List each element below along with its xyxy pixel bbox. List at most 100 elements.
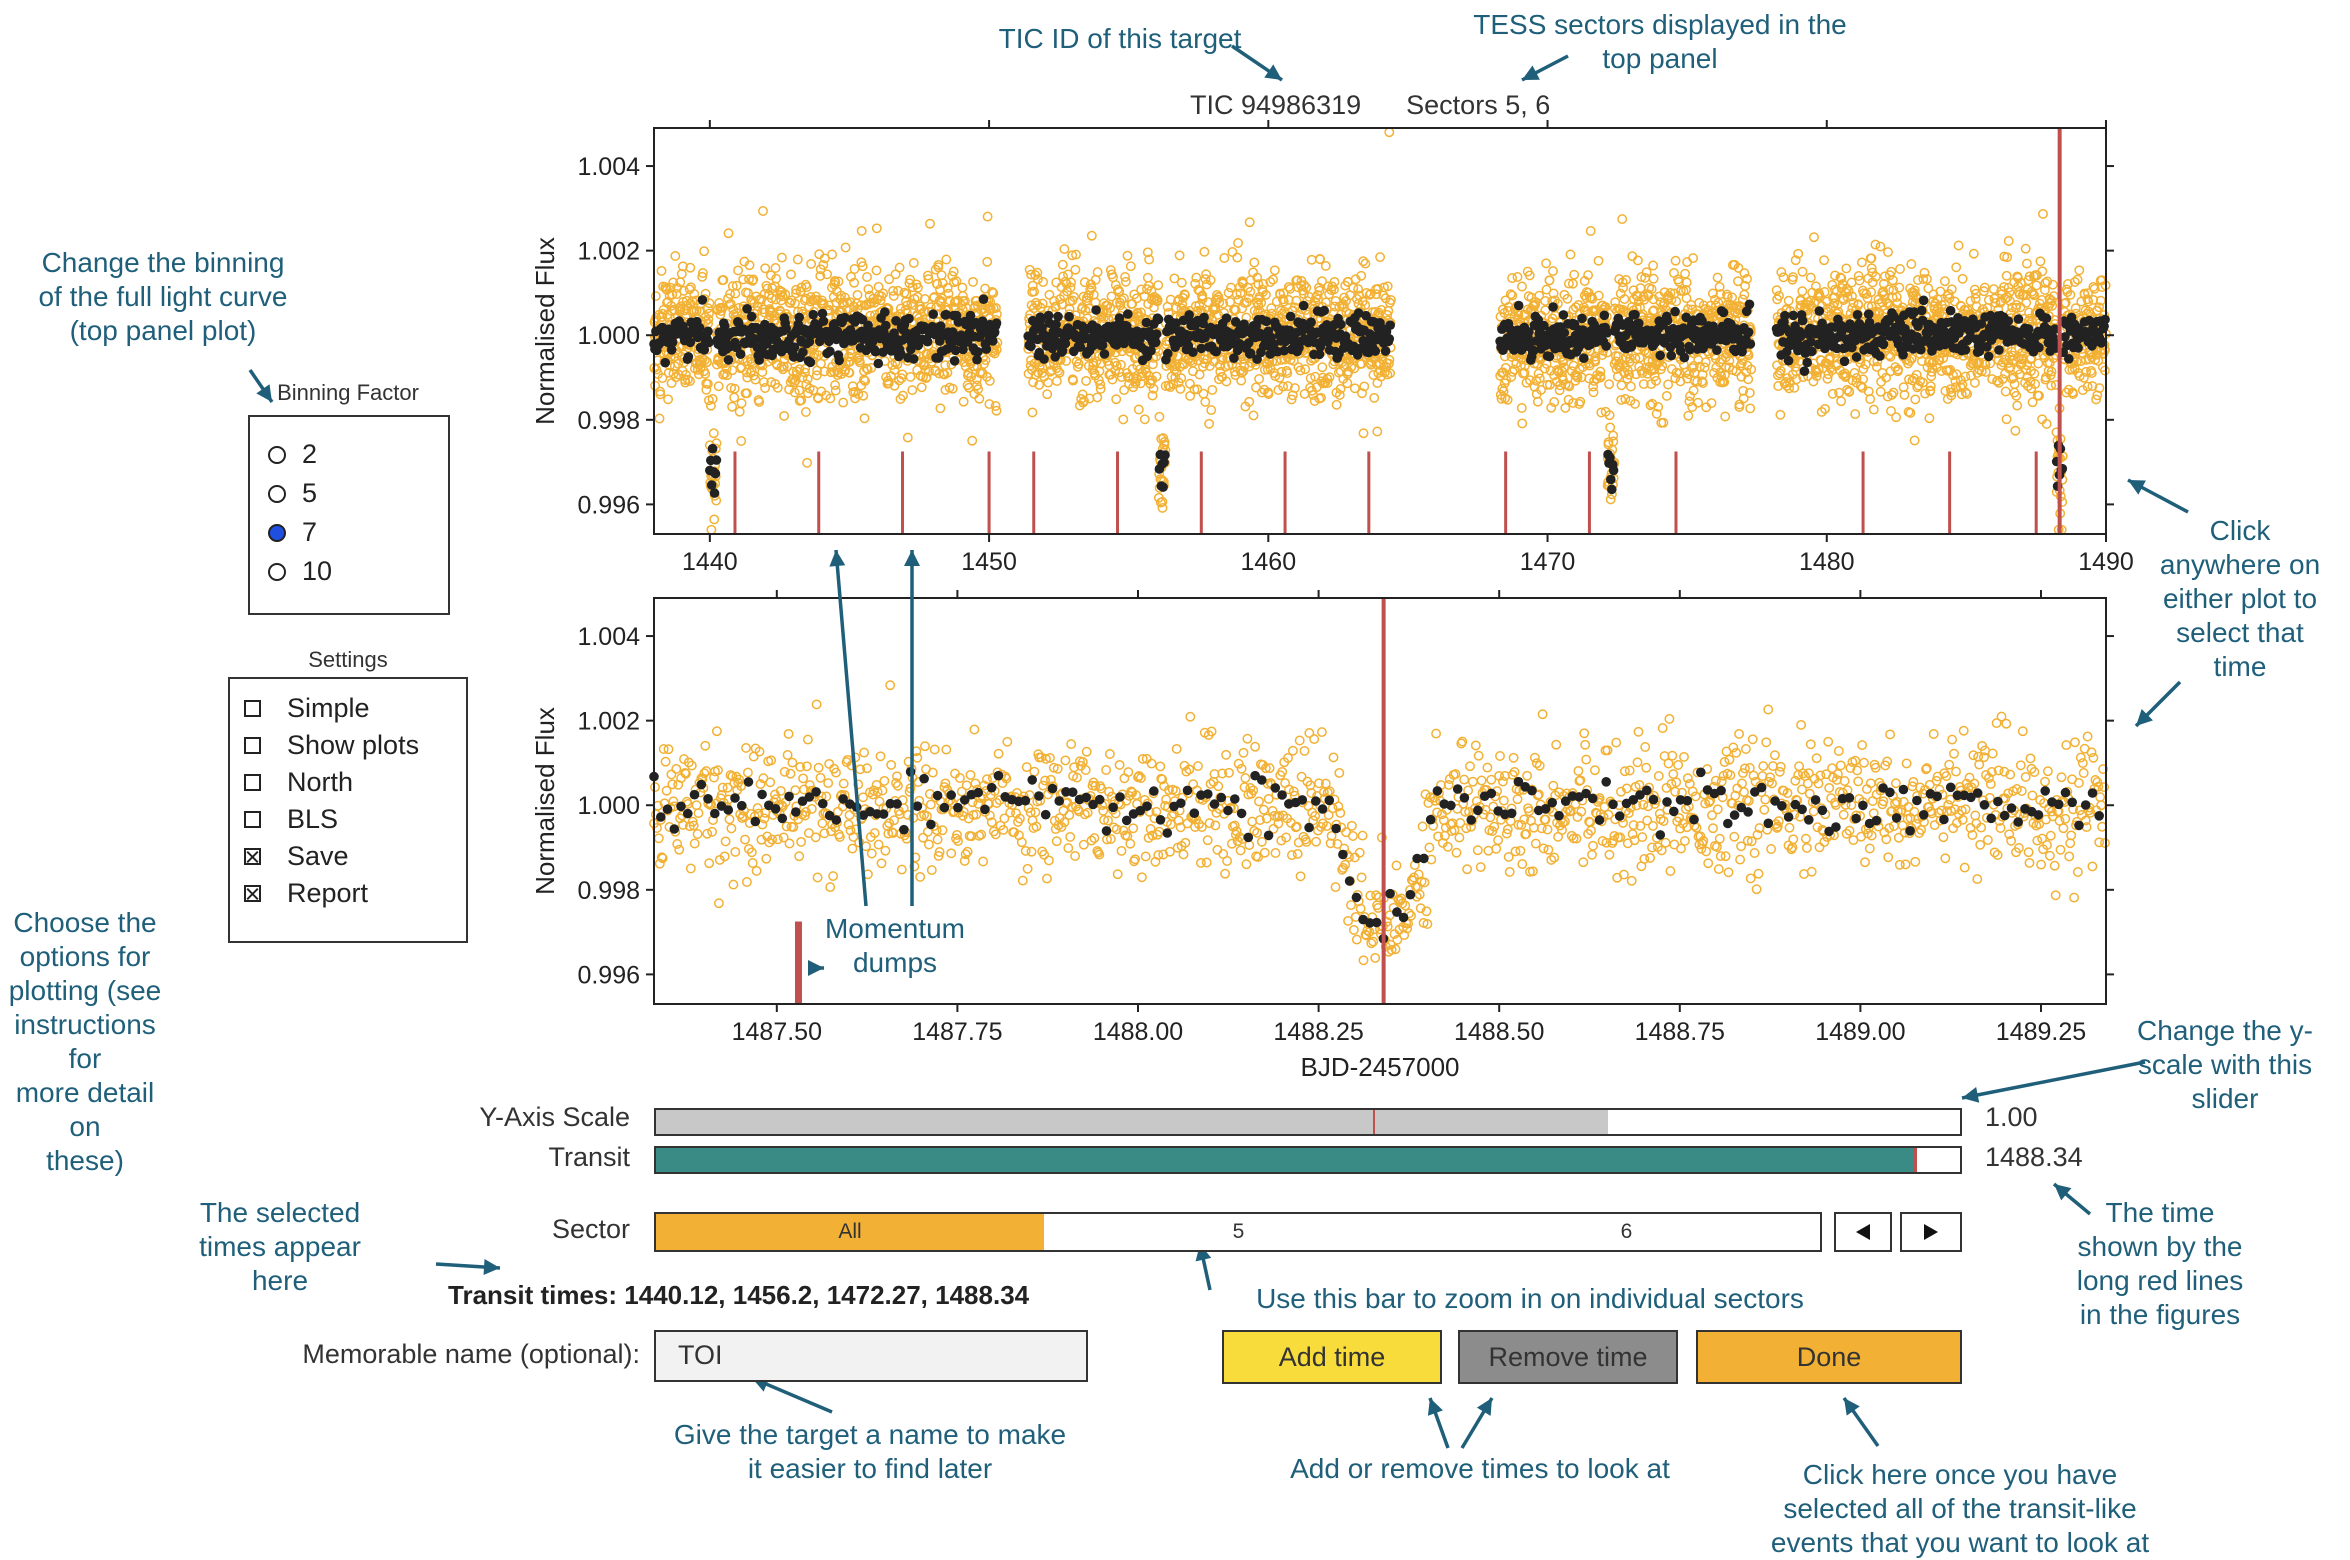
raw-point [1661, 390, 1672, 401]
raw-point [1169, 273, 1180, 284]
binned-point [1153, 314, 1164, 325]
raw-point [827, 249, 838, 260]
raw-point [1032, 274, 1043, 285]
raw-point [1894, 282, 1905, 293]
raw-point [1858, 374, 1868, 385]
raw-point [1657, 360, 1668, 371]
raw-point [1544, 275, 1555, 286]
raw-point [1738, 393, 1749, 404]
raw-point [702, 378, 713, 389]
raw-point [1536, 384, 1547, 395]
raw-point [722, 370, 733, 381]
raw-point [695, 356, 706, 367]
raw-point [1593, 290, 1604, 301]
raw-point [2012, 400, 2023, 411]
raw-point [1616, 380, 1627, 391]
raw-point [1230, 305, 1241, 315]
raw-point [1086, 230, 1097, 241]
raw-point [1631, 290, 1642, 301]
raw-point [1940, 386, 1951, 396]
raw-point [1276, 366, 1287, 377]
raw-point [1627, 251, 1638, 262]
raw-point [1219, 253, 1230, 263]
raw-point [1119, 385, 1130, 396]
raw-point [1335, 384, 1346, 394]
raw-point [1310, 297, 1321, 308]
raw-point [1256, 297, 1267, 308]
raw-point [1742, 273, 1752, 284]
raw-point [1260, 289, 1271, 300]
raw-point [730, 288, 741, 299]
raw-point [1233, 238, 1244, 248]
raw-point [1268, 274, 1279, 285]
raw-point [1215, 366, 1226, 377]
raw-point [1192, 305, 1203, 316]
raw-point [2021, 297, 2032, 308]
raw-point [1525, 375, 1535, 386]
raw-point [1329, 276, 1340, 287]
raw-point [933, 259, 944, 270]
raw-point [752, 306, 763, 316]
raw-point [1221, 376, 1232, 387]
raw-point [1170, 372, 1181, 383]
raw-point [1707, 288, 1718, 299]
raw-point [1882, 297, 1893, 308]
raw-point [813, 350, 824, 361]
raw-point [907, 385, 918, 396]
raw-point [718, 275, 729, 285]
raw-point [1232, 252, 1243, 263]
raw-point [1383, 358, 1394, 369]
raw-point [1081, 375, 1092, 386]
raw-point [656, 265, 667, 276]
raw-point [1043, 377, 1054, 388]
raw-point [2021, 258, 2032, 269]
raw-point [1842, 292, 1853, 303]
binned-point [709, 488, 720, 498]
raw-point [1712, 272, 1723, 283]
binned-point [825, 346, 835, 357]
raw-point [1706, 398, 1717, 409]
raw-point [663, 394, 674, 405]
raw-point [916, 382, 927, 393]
raw-point [703, 314, 714, 325]
raw-point [1624, 369, 1634, 380]
raw-point [1067, 250, 1078, 261]
raw-point [1205, 275, 1216, 286]
raw-point [985, 303, 996, 314]
raw-point [990, 302, 1001, 313]
raw-point [1139, 414, 1150, 425]
raw-point [1213, 292, 1224, 302]
raw-point [738, 274, 749, 285]
raw-point [1790, 255, 1801, 266]
binned-point [904, 313, 914, 324]
raw-point [1621, 274, 1632, 285]
raw-point [1500, 393, 1511, 404]
binned-point [711, 455, 722, 465]
binned-point [922, 336, 933, 347]
binned-point [710, 468, 721, 479]
raw-point [1291, 295, 1302, 306]
raw-point [1590, 356, 1601, 367]
raw-point [2035, 256, 2046, 267]
raw-point [1111, 394, 1122, 405]
raw-point [1197, 290, 1208, 301]
raw-point [1239, 361, 1250, 372]
full-light-curve-plot[interactable]: 1440 1450 1460 1470 1480 14900.9960.9981.0001… [530, 120, 2134, 576]
binned-point [949, 356, 960, 366]
raw-point [1371, 289, 1382, 300]
raw-point [1895, 264, 1905, 274]
raw-point [1236, 367, 1247, 378]
raw-point [1879, 271, 1890, 282]
raw-point [741, 388, 752, 399]
raw-point [1190, 278, 1201, 289]
raw-point [1198, 388, 1209, 399]
raw-point [935, 403, 946, 414]
raw-point [1917, 377, 1928, 388]
raw-point [1658, 417, 1669, 428]
raw-point [1184, 378, 1195, 389]
raw-point [1568, 360, 1579, 371]
raw-point [1827, 279, 1838, 290]
raw-point [1262, 358, 1273, 369]
raw-point [1244, 217, 1255, 228]
